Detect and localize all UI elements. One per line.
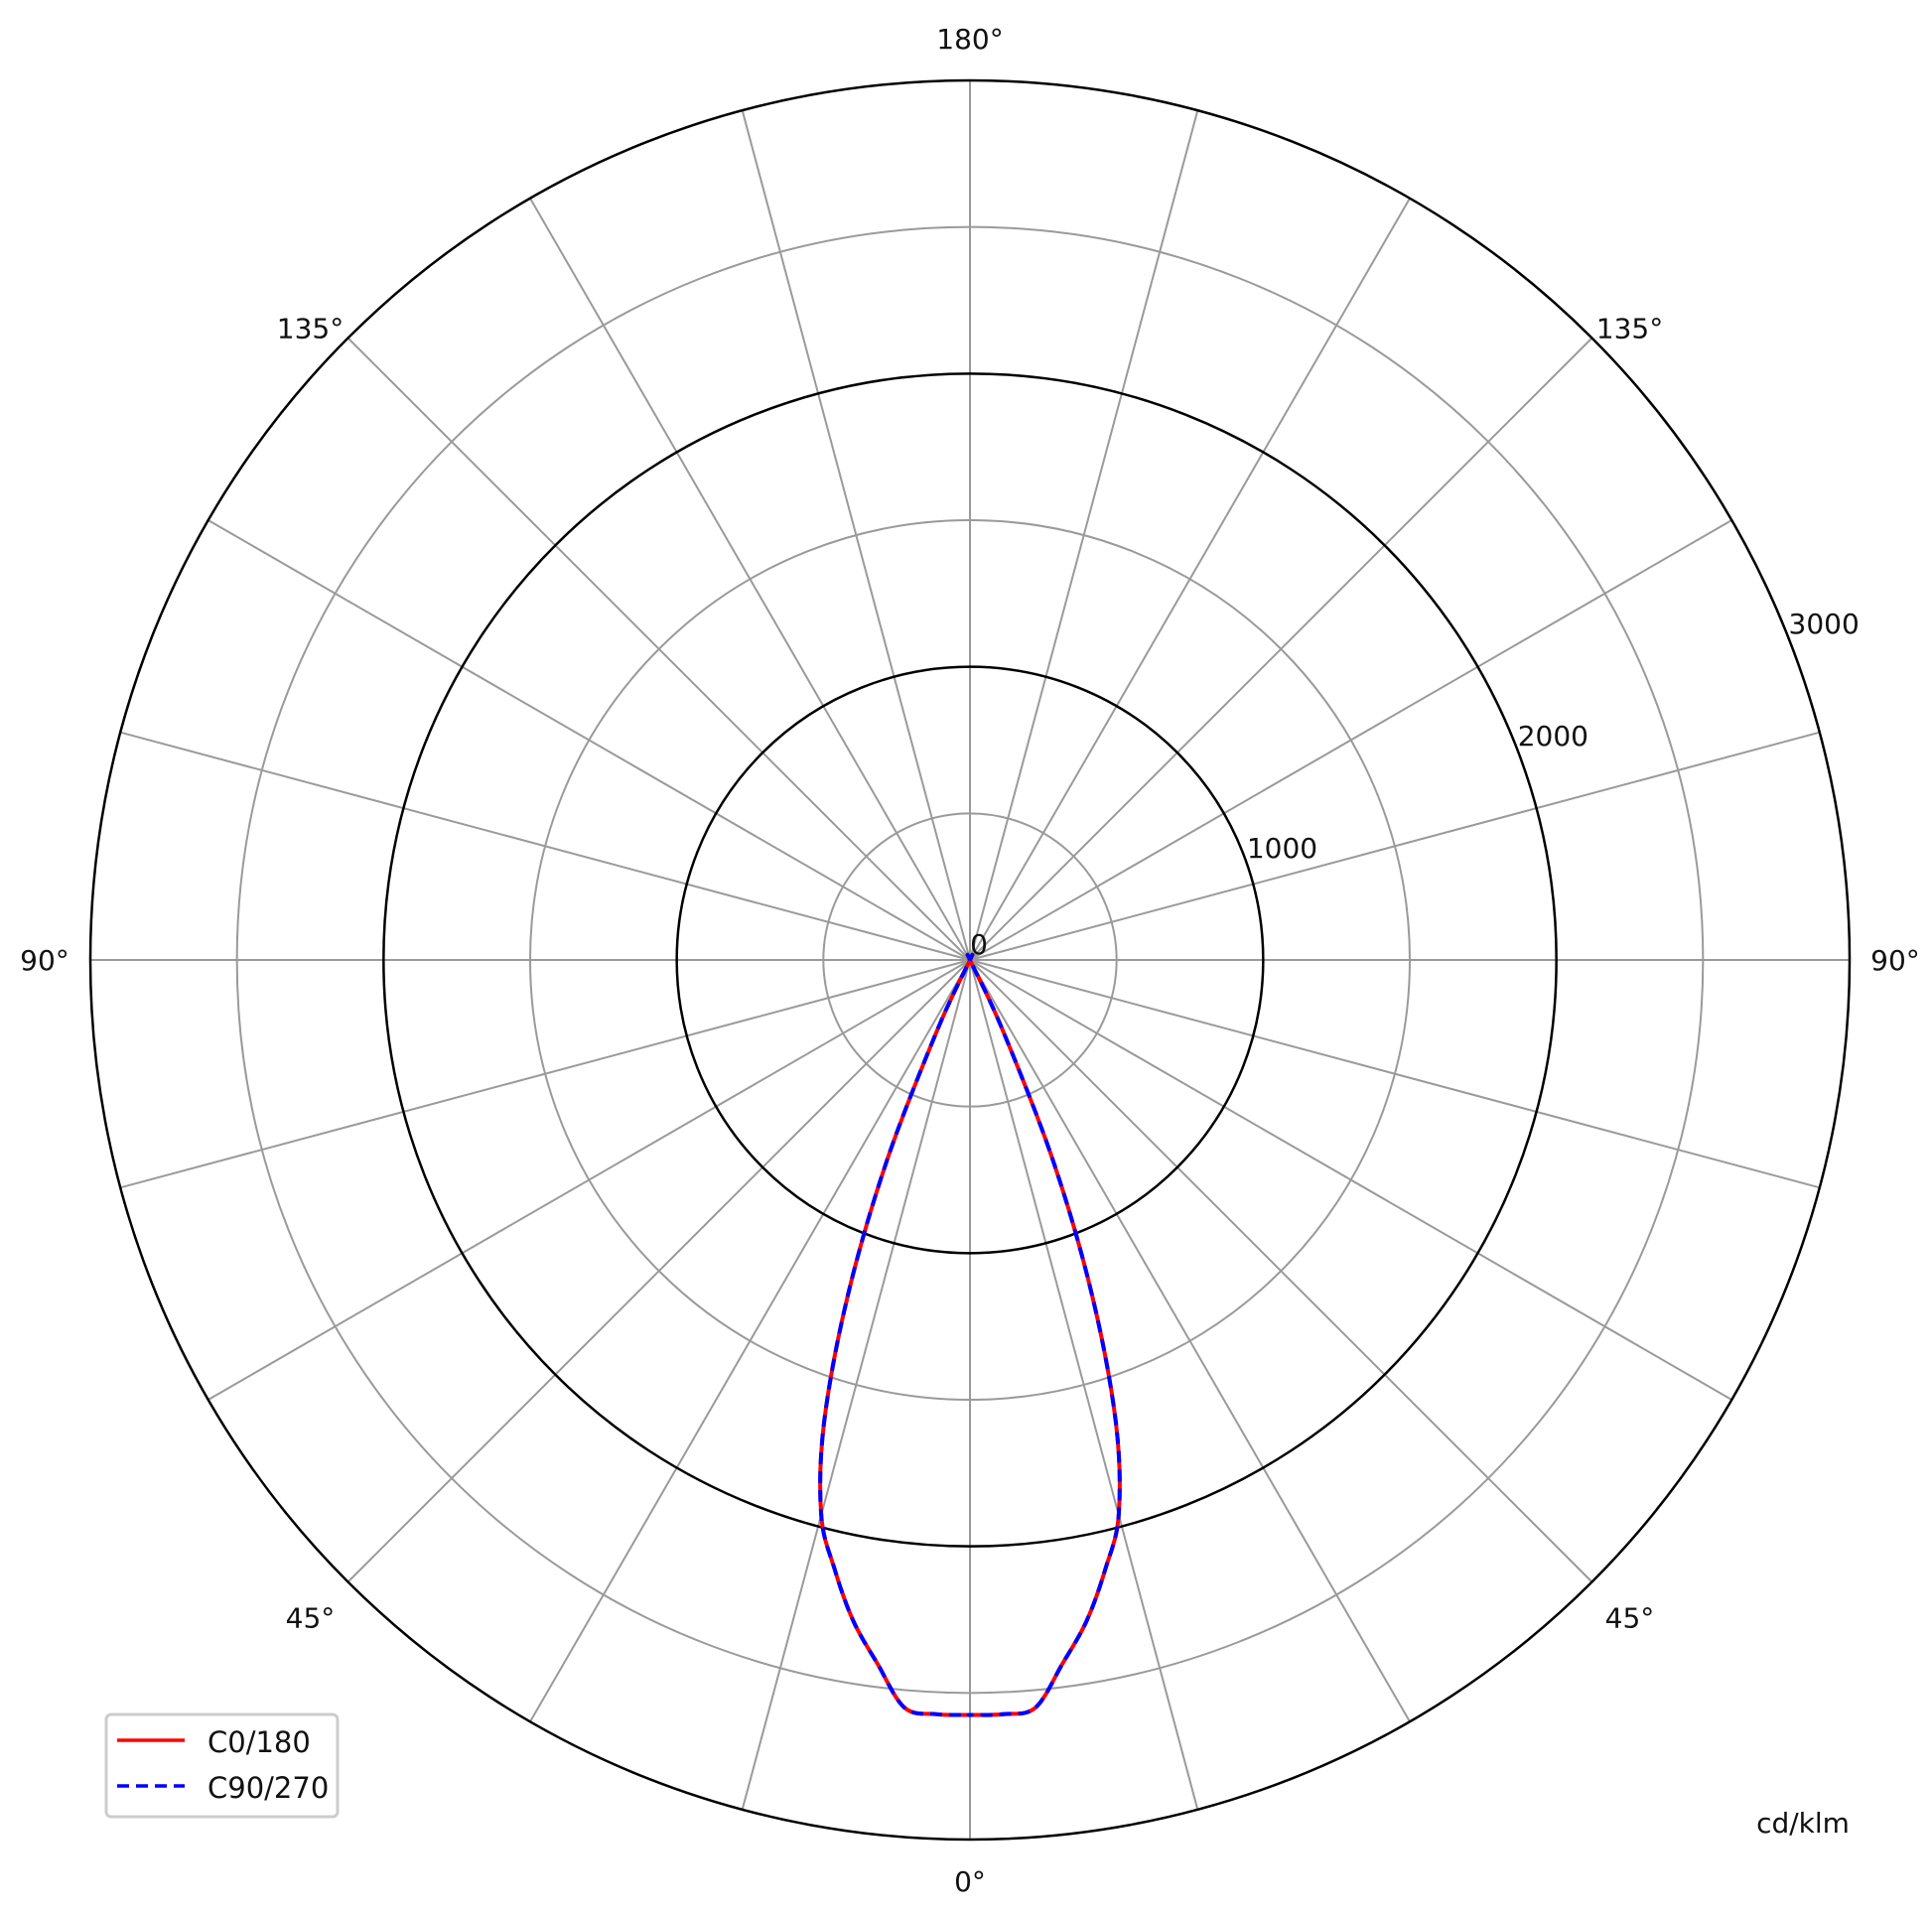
angle-label: 45° (286, 1601, 336, 1634)
unit-label: cd/klm (1756, 1807, 1850, 1840)
angle-label: 135° (1596, 313, 1663, 345)
angle-label: 180° (936, 23, 1003, 56)
radial-tick-label: 0 (970, 928, 988, 961)
angle-label: 45° (1605, 1601, 1655, 1634)
minor-ring (529, 519, 1411, 1401)
series-line-c90-270 (818, 952, 1122, 1717)
angle-label: 0° (954, 1865, 986, 1898)
axis-labels: 0 1000 2000 3000 180° 135° 135° 90° 90° 45° 45° 0° (20, 23, 1920, 1898)
polar-grid (88, 78, 1852, 1842)
angle-label: 135° (277, 313, 344, 345)
series-layer (818, 952, 1122, 1717)
radial-tick-label: 1000 (1247, 832, 1317, 865)
minor-ring (235, 225, 1705, 1695)
legend: C0/180 C90/270 (104, 1712, 340, 1819)
angle-label: 90° (1870, 944, 1920, 977)
radial-tick-label: 3000 (1789, 608, 1860, 640)
radial-tick-label: 2000 (1518, 720, 1588, 752)
legend-label-c0-180: C0/180 (207, 1725, 311, 1759)
major-ring (382, 372, 1558, 1548)
major-ring (675, 665, 1265, 1255)
legend-label-c90-270: C90/270 (207, 1771, 329, 1805)
major-ring (88, 78, 1852, 1842)
minor-ring (822, 812, 1118, 1108)
angle-label: 90° (20, 944, 69, 977)
